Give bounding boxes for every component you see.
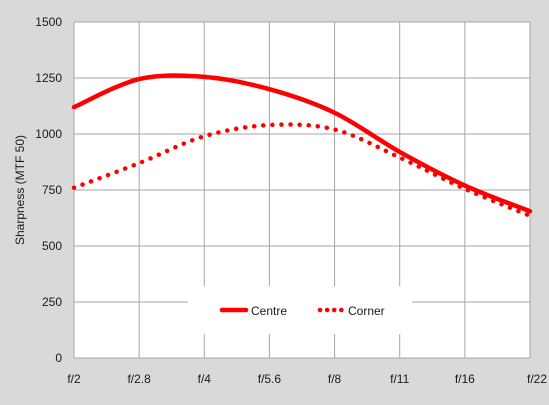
x-tick-label: f/2 — [67, 372, 81, 386]
x-tick-label: f/16 — [455, 372, 475, 386]
series-line-corner — [71, 122, 533, 219]
x-tick-label: f/2.8 — [127, 372, 151, 386]
legend-label-centre: Centre — [251, 304, 287, 318]
y-tick-label: 1250 — [35, 71, 62, 85]
x-axis-ticks: f/2 f/2.8 f/4 f/5.6 f/8 f/11 f/16 f/22 — [67, 372, 547, 386]
x-tick-label: f/8 — [328, 372, 342, 386]
x-tick-label: f/5.6 — [258, 372, 282, 386]
legend: Centre Corner — [188, 286, 412, 334]
y-tick-label: 750 — [42, 183, 62, 197]
legend-label-corner: Corner — [348, 304, 385, 318]
series-lines — [71, 73, 533, 219]
y-tick-label: 1000 — [35, 127, 62, 141]
y-tick-label: 0 — [55, 351, 62, 365]
x-tick-label: f/11 — [390, 372, 409, 386]
x-tick-label: f/22 — [527, 372, 547, 386]
x-tick-label: f/4 — [198, 372, 212, 386]
y-tick-label: 250 — [42, 295, 62, 309]
y-tick-label: 1500 — [35, 15, 62, 29]
y-tick-label: 500 — [42, 239, 62, 253]
series-line-centre — [71, 73, 533, 214]
y-axis-ticks: 0 250 500 750 1000 1250 1500 — [35, 15, 62, 365]
y-axis-label: Sharpness (MTF 50) — [13, 135, 27, 245]
